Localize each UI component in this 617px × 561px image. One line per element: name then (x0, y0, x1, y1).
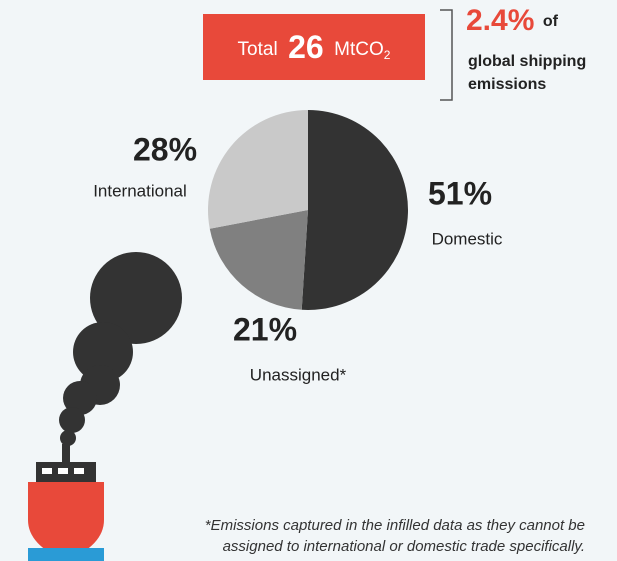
water (28, 548, 104, 561)
footnote: assigned to international or domestic tr… (223, 538, 585, 555)
smoke (59, 252, 182, 446)
total-label: Total (238, 39, 278, 60)
smoke-puff (73, 322, 133, 382)
smoke-puff (59, 407, 85, 433)
chimney (62, 444, 70, 462)
footnote: *Emissions captured in the infilled data… (205, 517, 585, 534)
share-line: 2.4% of (466, 4, 559, 37)
category-label: Unassigned* (250, 365, 347, 384)
value-label: 21% (233, 311, 297, 347)
total-value: 26 (288, 29, 324, 65)
bracket (440, 9, 453, 101)
share-value: 2.4% (466, 4, 534, 37)
total-unit: MtCO (334, 39, 384, 60)
pie-slice (301, 109, 409, 311)
share-text: global shipping (468, 53, 586, 70)
total-text: Total 26 MtCO2 (238, 29, 391, 65)
smoke-puff (90, 252, 182, 344)
pie-slice (208, 110, 308, 229)
share-text: emissions (468, 76, 546, 93)
ship (28, 444, 104, 561)
window (42, 468, 52, 474)
total-unit-subscript: 2 (384, 48, 391, 62)
share-text: of (543, 13, 559, 30)
value-label: 51% (428, 175, 492, 211)
pie-slice (209, 210, 308, 310)
hull (28, 482, 104, 561)
smoke-puff (60, 430, 76, 446)
category-label: Domestic (432, 229, 503, 248)
window (74, 468, 84, 474)
value-label: 28% (133, 131, 197, 167)
window (58, 468, 68, 474)
total-box (203, 14, 425, 80)
category-label: International (93, 181, 187, 200)
smoke-puff (63, 381, 97, 415)
